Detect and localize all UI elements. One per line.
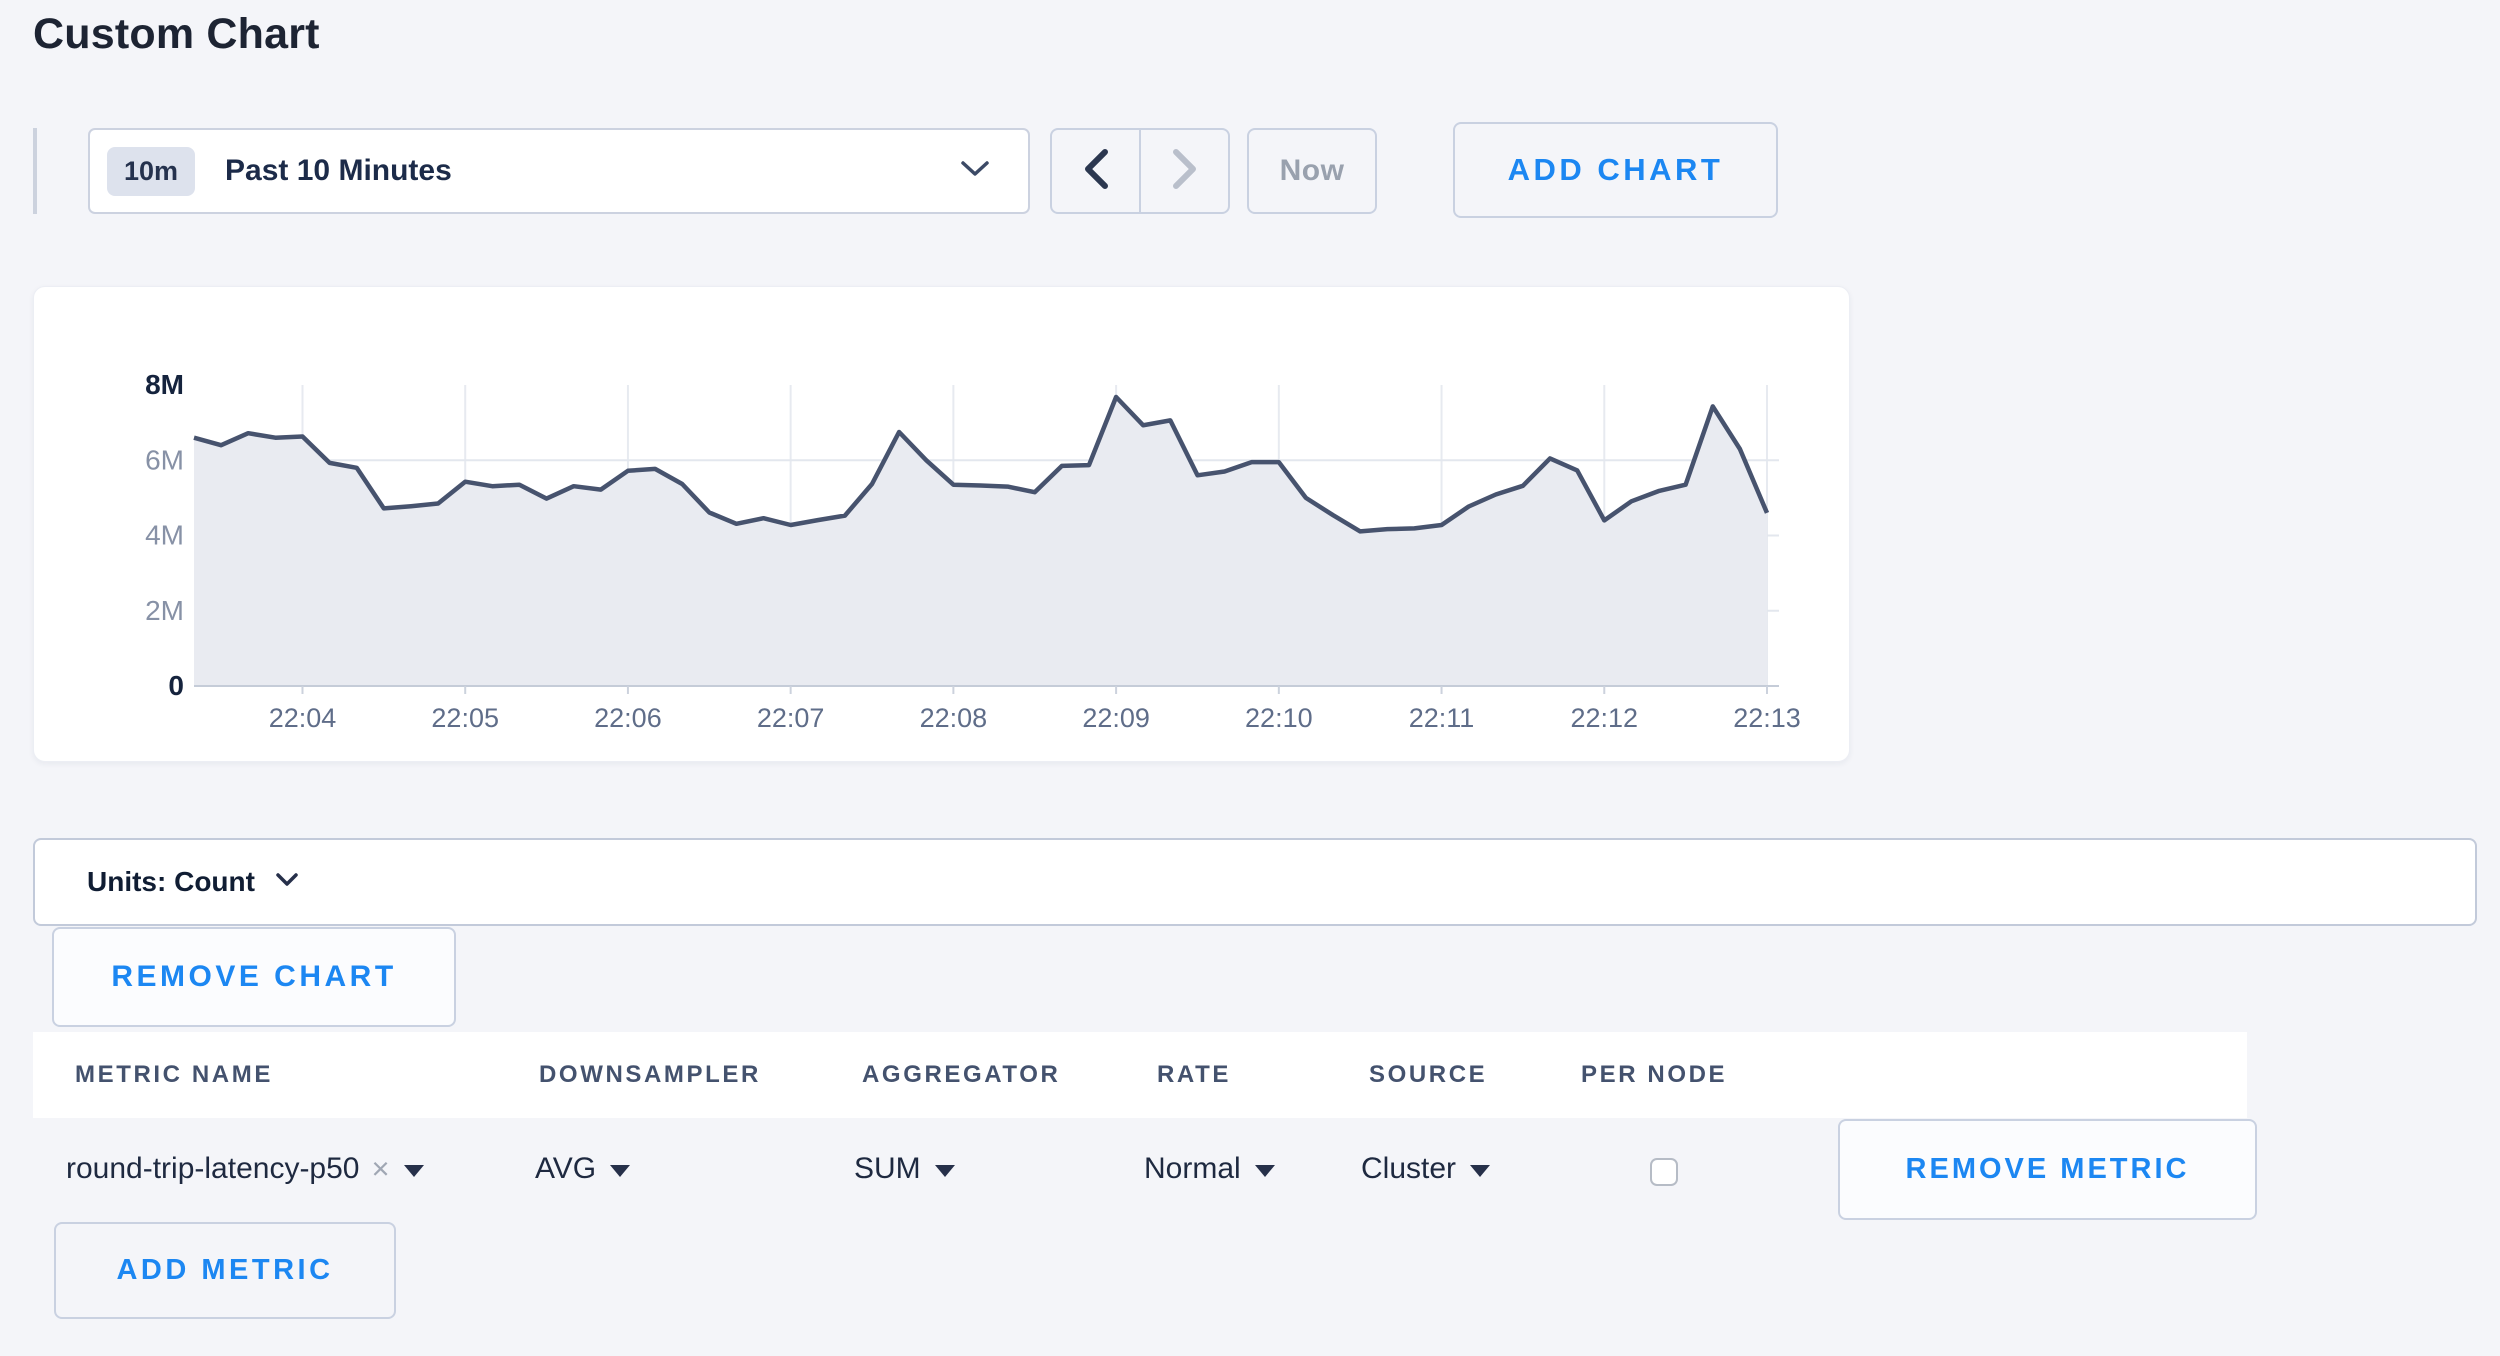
svg-text:22:05: 22:05 bbox=[431, 703, 499, 733]
caret-down-icon bbox=[610, 1165, 631, 1177]
svg-text:8M: 8M bbox=[145, 369, 184, 400]
caret-down-icon bbox=[1254, 1165, 1275, 1177]
remove-tag-icon[interactable]: × bbox=[371, 1151, 390, 1186]
page-title: Custom Chart bbox=[33, 10, 320, 58]
chart-card: 0 2M 4M 6M 8M 22:04 22:05 22:06 22:07 22:08 22:09 2… bbox=[33, 286, 1850, 762]
source-value: Cluster bbox=[1361, 1152, 1457, 1185]
remove-chart-button[interactable]: REMOVE CHART bbox=[52, 927, 456, 1027]
svg-text:22:12: 22:12 bbox=[1570, 703, 1638, 733]
col-header-downsampler: DOWNSAMPLER bbox=[539, 1061, 761, 1088]
col-header-per-node: PER NODE bbox=[1581, 1061, 1728, 1088]
metric-name-dropdown[interactable]: round-trip-latency-p50 × bbox=[66, 1118, 424, 1220]
now-button[interactable]: Now bbox=[1247, 128, 1377, 214]
add-metric-button[interactable]: ADD METRIC bbox=[54, 1222, 396, 1319]
svg-text:22:10: 22:10 bbox=[1245, 703, 1313, 733]
units-dropdown[interactable]: Units: Count bbox=[33, 838, 2477, 926]
time-window-badge: 10m bbox=[107, 146, 196, 196]
metric-name-value: round-trip-latency-p50 bbox=[66, 1152, 360, 1185]
svg-text:22:06: 22:06 bbox=[594, 703, 662, 733]
prev-time-button[interactable] bbox=[1052, 130, 1141, 212]
time-step-buttons bbox=[1050, 128, 1230, 214]
chevron-down-icon bbox=[275, 872, 299, 892]
time-window-label: Past 10 Minutes bbox=[225, 154, 452, 187]
rate-dropdown[interactable]: Normal bbox=[1144, 1118, 1275, 1220]
next-time-button[interactable] bbox=[1141, 130, 1228, 212]
svg-text:22:08: 22:08 bbox=[920, 703, 988, 733]
caret-down-icon bbox=[403, 1165, 424, 1177]
svg-text:22:13: 22:13 bbox=[1733, 703, 1801, 733]
aggregator-value: SUM bbox=[854, 1152, 921, 1185]
svg-text:22:09: 22:09 bbox=[1082, 703, 1150, 733]
time-series-chart-svg[interactable]: 0 2M 4M 6M 8M 22:04 22:05 22:06 22:07 22:08 22:09 2… bbox=[34, 287, 1849, 761]
svg-text:4M: 4M bbox=[145, 520, 184, 551]
remove-metric-button[interactable]: REMOVE METRIC bbox=[1838, 1119, 2257, 1220]
downsampler-value: AVG bbox=[535, 1152, 597, 1185]
svg-text:22:07: 22:07 bbox=[757, 703, 825, 733]
svg-text:6M: 6M bbox=[145, 444, 184, 475]
col-header-source: SOURCE bbox=[1369, 1061, 1488, 1088]
chevron-right-icon bbox=[1171, 148, 1199, 195]
col-header-rate: RATE bbox=[1157, 1061, 1231, 1088]
aggregator-dropdown[interactable]: SUM bbox=[854, 1118, 955, 1220]
svg-text:22:04: 22:04 bbox=[269, 703, 337, 733]
svg-text:22:11: 22:11 bbox=[1409, 703, 1475, 733]
units-label: Units: Count bbox=[87, 866, 255, 897]
chevron-down-icon bbox=[960, 160, 990, 183]
chevron-left-icon bbox=[1082, 148, 1110, 195]
source-dropdown[interactable]: Cluster bbox=[1361, 1118, 1491, 1220]
metrics-table-header: METRIC NAME DOWNSAMPLER AGGREGATOR RATE … bbox=[33, 1032, 2247, 1118]
caret-down-icon bbox=[1470, 1165, 1491, 1177]
col-header-aggregator: AGGREGATOR bbox=[862, 1061, 1061, 1088]
add-chart-button[interactable]: ADD CHART bbox=[1453, 122, 1778, 218]
time-range-dropdown[interactable]: 10m Past 10 Minutes bbox=[88, 128, 1030, 214]
svg-text:0: 0 bbox=[168, 670, 184, 701]
per-node-checkbox[interactable] bbox=[1650, 1158, 1678, 1186]
metric-row: round-trip-latency-p50 × AVG SUM Normal … bbox=[33, 1118, 2477, 1220]
toolbar-left-rule bbox=[33, 128, 37, 214]
col-header-metric-name: METRIC NAME bbox=[75, 1061, 273, 1088]
downsampler-dropdown[interactable]: AVG bbox=[535, 1118, 631, 1220]
svg-text:2M: 2M bbox=[145, 595, 184, 626]
rate-value: Normal bbox=[1144, 1152, 1241, 1185]
caret-down-icon bbox=[934, 1165, 955, 1177]
